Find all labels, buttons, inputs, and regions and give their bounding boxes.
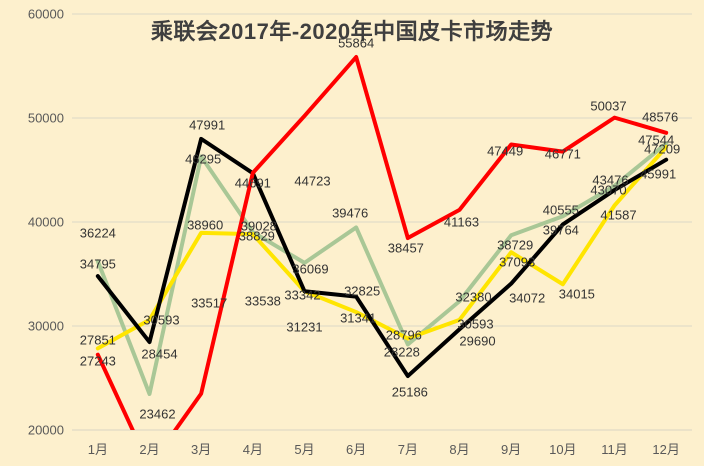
x-axis-tick: 11月 — [601, 442, 628, 457]
x-axis-tick: 9月 — [501, 442, 522, 457]
x-axis-tick: 1月 — [87, 442, 108, 457]
x-axis-tick: 3月 — [191, 442, 212, 457]
y-axis-tick: 50000 — [27, 110, 64, 126]
series-line-2018 — [95, 145, 669, 351]
y-axis-tick: 40000 — [27, 214, 64, 230]
series-line-2019 — [95, 136, 669, 379]
y-axis-tick: 60000 — [27, 6, 64, 22]
x-axis-tick: 10月 — [549, 442, 577, 457]
y-axis-tick: 20000 — [27, 422, 64, 438]
x-axis-tick: 6月 — [346, 442, 367, 457]
x-axis-tick: 2月 — [139, 442, 160, 457]
series-line-2017 — [95, 141, 669, 396]
x-axis-tick: 5月 — [294, 442, 315, 457]
series-line-2020 — [95, 55, 669, 430]
y-axis-tick: 30000 — [27, 318, 64, 334]
x-axis-tick: 12月 — [652, 442, 680, 457]
x-axis-tick: 4月 — [242, 442, 263, 457]
x-axis-tick: 7月 — [397, 442, 418, 457]
x-axis-tick: 8月 — [449, 442, 470, 457]
chart-svg — [72, 13, 692, 431]
plot-area: 20000 30000 40000 50000 60000 1月 2月 3月 4月 5月 6月 7月 8… — [28, 7, 692, 457]
